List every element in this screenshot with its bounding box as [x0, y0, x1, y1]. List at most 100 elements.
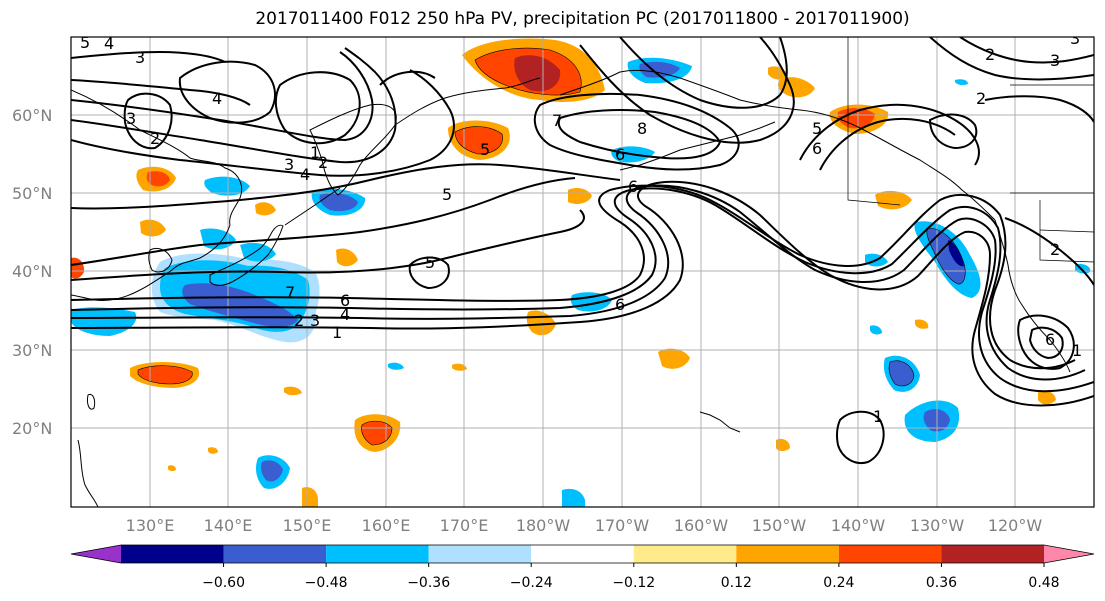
precip-positive-area: [875, 190, 912, 210]
coastline-kuril: [284, 187, 341, 226]
precip-negative-area: [182, 283, 298, 327]
pv-label: 5: [442, 185, 452, 204]
pv-label: 4: [212, 89, 222, 108]
pv-label: 3: [126, 109, 136, 128]
precip-positive-area: [658, 348, 690, 369]
pv-contour: [619, 37, 788, 109]
lon-label: 160°W: [674, 516, 729, 535]
coastline-philippines: [77, 439, 99, 507]
precip-positive-area: [1038, 390, 1056, 405]
colorbar: [70, 544, 1095, 564]
colorbar-tick-label: −0.48: [305, 575, 348, 591]
precip-negative-area: [889, 360, 914, 386]
precip-positive-area: [336, 248, 358, 267]
pv-contour: [71, 47, 397, 164]
precip-negative-area: [926, 228, 966, 285]
pv-label: 2: [985, 45, 995, 64]
lon-label: 140°E: [204, 516, 253, 535]
colorbar-outline: [70, 544, 1095, 564]
precip-negative-area: [204, 176, 250, 196]
pv-label: 2: [318, 153, 328, 172]
precip-positive-area: [837, 108, 875, 129]
precip-negative-area: [200, 228, 236, 250]
precip-negative-area: [71, 307, 137, 336]
pv-label: 1: [1072, 341, 1082, 360]
pv-label: 6: [1045, 330, 1055, 349]
colorbar-tick-label: 0.24: [823, 575, 854, 591]
colorbar-tick-label: −0.12: [612, 575, 655, 591]
lon-label: 180°W: [516, 516, 571, 535]
precip-positive-area: [208, 447, 218, 454]
pv-contour: [408, 256, 450, 290]
pv-label: 6: [615, 295, 625, 314]
lon-label: 130°W: [910, 516, 965, 535]
colorbar-segment: [326, 545, 429, 563]
coastline-aleutians: [619, 121, 776, 171]
pv-contour: [71, 180, 1094, 407]
precip-positive-area: [146, 171, 170, 187]
precip-positive-area: [71, 257, 85, 279]
pv-contour: [379, 70, 436, 86]
precip-positive-area: [255, 202, 276, 216]
lon-label: 150°E: [283, 516, 332, 535]
map-title: 2017011400 F012 250 hPa PV, precipitatio…: [255, 9, 910, 29]
precip-positive-area: [284, 386, 302, 396]
pv-contour: [71, 177, 576, 266]
precip-positive-area: [302, 487, 318, 507]
pv-contour: [959, 37, 1094, 64]
precip-positive-area: [168, 465, 176, 472]
pv-contour: [1028, 326, 1064, 360]
precip-positive-area: [777, 77, 815, 98]
pv-contour: [984, 95, 1094, 123]
precip-negative-area: [319, 193, 358, 212]
pv-contour: [1004, 217, 1094, 286]
pv-label: 3: [1070, 29, 1080, 48]
pv-contour: [799, 103, 980, 166]
colorbar-tick-label: −0.60: [202, 575, 245, 591]
pv-contour: [71, 51, 374, 142]
pv-contour: [71, 209, 585, 281]
colorbar-segment: [121, 545, 224, 563]
pv-label: 5: [425, 253, 435, 272]
pv-label: 4: [104, 34, 114, 53]
lon-label: 130°E: [126, 516, 175, 535]
pv-contour: [123, 92, 173, 150]
pv-contour: [557, 109, 722, 160]
colorbar-segment: [736, 545, 839, 563]
coastline-asia: [71, 89, 243, 301]
pv-contour: [1017, 314, 1075, 370]
pv-label: 4: [300, 165, 310, 184]
pv-label: 1: [332, 323, 342, 342]
precip-negative-area: [562, 488, 585, 507]
latitude-labels: 60°N 50°N 40°N 30°N 20°N: [12, 106, 52, 438]
colorbar-tick-label: 0.36: [926, 575, 957, 591]
coastlines: [71, 69, 1071, 507]
pv-label: 3: [284, 155, 294, 174]
colorbar-segment: [223, 545, 327, 563]
colorbar-tick-label: −0.24: [510, 575, 553, 591]
precip-positive-area: [452, 363, 467, 371]
colorbar-tick-label: 0.48: [1028, 575, 1059, 591]
pv-label: 2: [976, 89, 986, 108]
pv-contours: [71, 37, 1094, 464]
pv-contour-labels: 5 4 3 3 2 4 1 2 3 4 5 5 7 6 4 3 2 1 6 8 …: [80, 29, 1082, 426]
pv-contour: [928, 113, 978, 150]
coastline-japan: [209, 224, 284, 286]
lat-label: 30°N: [12, 341, 52, 360]
precip-positive-area: [455, 126, 503, 154]
pv-contour: [71, 69, 455, 177]
coastline-siberia: [394, 77, 541, 126]
pv-contour: [533, 92, 740, 171]
pv-label: 4: [340, 305, 350, 324]
precip-positive-area: [361, 421, 392, 445]
map-frame: [70, 36, 1095, 508]
pv-contour: [71, 50, 226, 63]
pv-label: 2: [1050, 240, 1060, 259]
precip-positive-area: [568, 188, 592, 204]
pv-contour: [71, 184, 1076, 370]
longitude-labels: 130°E 140°E 150°E 160°E 170°E 180°W 170°…: [126, 516, 1043, 535]
pv-contour: [71, 184, 1094, 393]
precip-negative-area: [870, 325, 882, 335]
lon-label: 140°W: [831, 516, 886, 535]
